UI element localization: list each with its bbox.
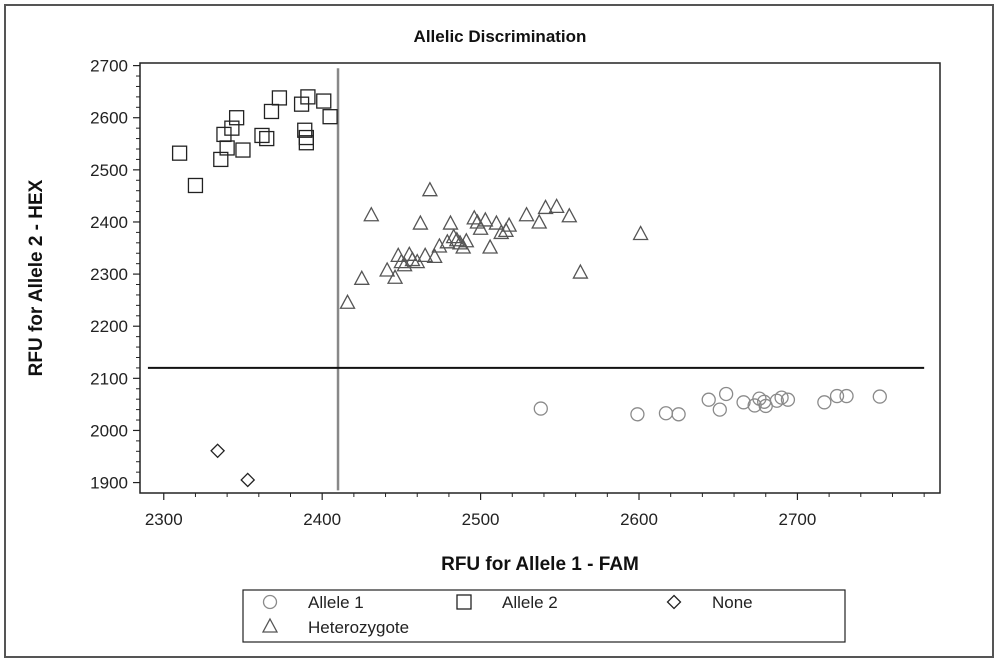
heterozygote-point bbox=[421, 181, 438, 197]
allele-2-point bbox=[224, 120, 240, 136]
y-tick-label: 2500 bbox=[90, 161, 128, 180]
allele-1-point bbox=[872, 389, 887, 404]
heterozygote-point bbox=[445, 228, 462, 244]
x-axis-label: RFU for Allele 1 - FAM bbox=[441, 554, 639, 575]
heterozygote-point bbox=[466, 209, 483, 225]
legend-marker-triangle bbox=[261, 617, 279, 633]
heterozygote-point bbox=[417, 246, 434, 263]
heterozygote-point bbox=[477, 211, 494, 227]
allele-2-point bbox=[316, 93, 332, 109]
legend-label: Heterozygote bbox=[308, 618, 409, 637]
allele-1-point bbox=[736, 395, 751, 410]
heterozygote-point bbox=[472, 219, 489, 235]
heterozygote-point bbox=[531, 213, 548, 229]
heterozygote-point bbox=[439, 233, 456, 249]
heterozygote-point bbox=[363, 206, 380, 222]
x-tick-label: 2700 bbox=[779, 510, 817, 529]
heterozygote-point bbox=[404, 251, 421, 267]
y-tick-label: 2600 bbox=[90, 109, 128, 128]
heterozygote-point bbox=[353, 269, 370, 285]
heterozygote-point bbox=[393, 253, 410, 269]
allele-2-point bbox=[171, 145, 188, 161]
y-tick-label: 2200 bbox=[90, 317, 128, 336]
heterozygote-point bbox=[448, 231, 465, 247]
allele-2-point bbox=[219, 140, 235, 156]
allele-2-point bbox=[322, 109, 338, 125]
allele-1-point bbox=[817, 395, 832, 410]
heterozygote-point bbox=[482, 238, 499, 254]
y-axis-label: RFU for Allele 2 - HEX bbox=[26, 179, 47, 376]
y-tick-label: 2700 bbox=[90, 57, 128, 76]
x-tick-label: 2500 bbox=[462, 510, 500, 529]
allele-1-point bbox=[829, 388, 845, 404]
y-tick-label: 2100 bbox=[90, 369, 128, 388]
heterozygote-point bbox=[431, 237, 448, 253]
allele-2-point bbox=[271, 90, 288, 106]
x-tick-label: 2600 bbox=[620, 510, 658, 529]
allele-2-point bbox=[298, 135, 314, 151]
axis-ticks: 2300 2400 2500 2600 2700 1900 2000 2100 2200 2300… bbox=[90, 57, 925, 529]
heterozygote-point bbox=[518, 206, 535, 222]
x-tick-label: 2400 bbox=[303, 510, 341, 529]
allele-2-point bbox=[228, 110, 245, 126]
y-tick-label: 2000 bbox=[90, 421, 128, 440]
heterozygote-point bbox=[488, 214, 505, 230]
heterozygote-point bbox=[386, 268, 404, 284]
none-point bbox=[240, 472, 256, 488]
allele-2-point bbox=[216, 126, 232, 143]
heterozygote-point bbox=[548, 198, 565, 214]
allele-1-point bbox=[712, 402, 727, 417]
allele-1-point bbox=[658, 406, 674, 421]
chart-title: Allelic Discrimination bbox=[414, 27, 587, 46]
heterozygote-point bbox=[561, 207, 578, 223]
heterozygote-point bbox=[396, 256, 413, 272]
heterozygote-point bbox=[442, 214, 459, 230]
plot-area bbox=[139, 62, 941, 494]
allele-1-point bbox=[769, 393, 784, 408]
allele-1-point bbox=[533, 401, 548, 416]
allele-1-point bbox=[780, 392, 796, 407]
chart-frame bbox=[4, 4, 994, 658]
legend-label: Allele 2 bbox=[502, 593, 558, 612]
heterozygote-point bbox=[412, 214, 429, 230]
heterozygote-point bbox=[632, 225, 649, 241]
legend-marker-diamond bbox=[666, 594, 682, 610]
allele-2-point bbox=[235, 142, 251, 158]
x-tick-label: 2300 bbox=[145, 510, 183, 529]
y-tick-label: 1900 bbox=[90, 474, 128, 493]
none-point bbox=[210, 443, 226, 459]
heterozygote-point bbox=[572, 263, 589, 279]
threshold-lines bbox=[147, 68, 925, 491]
legend-label: Allele 1 bbox=[308, 593, 364, 612]
heterozygote-point bbox=[379, 261, 396, 277]
data-points bbox=[171, 89, 887, 488]
legend-marker-circle bbox=[262, 594, 278, 610]
allele-2-point bbox=[213, 151, 229, 168]
y-tick-label: 2300 bbox=[90, 265, 128, 284]
allele-2-point bbox=[263, 103, 280, 120]
allele-1-point bbox=[671, 407, 686, 422]
allele-2-point bbox=[300, 89, 316, 105]
allele-1-point bbox=[774, 390, 789, 405]
legend-marker-square bbox=[456, 594, 472, 610]
allele-1-point bbox=[718, 386, 734, 402]
heterozygote-point bbox=[458, 232, 475, 248]
heterozygote-point bbox=[501, 216, 518, 232]
allele-2-point bbox=[254, 127, 270, 144]
heterozygote-point bbox=[493, 224, 510, 240]
heterozygote-point bbox=[339, 293, 356, 309]
legend: Allele 1 Allele 2 None Heterozygote bbox=[261, 593, 753, 637]
allele-1-point bbox=[630, 407, 645, 422]
legend-label: None bbox=[712, 593, 753, 612]
allele-2-point bbox=[187, 177, 204, 194]
heterozygote-point bbox=[451, 234, 469, 250]
allele-2-point bbox=[259, 130, 275, 147]
y-tick-label: 2400 bbox=[90, 213, 128, 232]
heterozygote-point bbox=[426, 248, 443, 264]
legend-box bbox=[242, 589, 846, 643]
allele-1-point bbox=[839, 388, 854, 404]
heterozygote-point bbox=[537, 199, 554, 215]
allele-1-point bbox=[701, 392, 716, 407]
